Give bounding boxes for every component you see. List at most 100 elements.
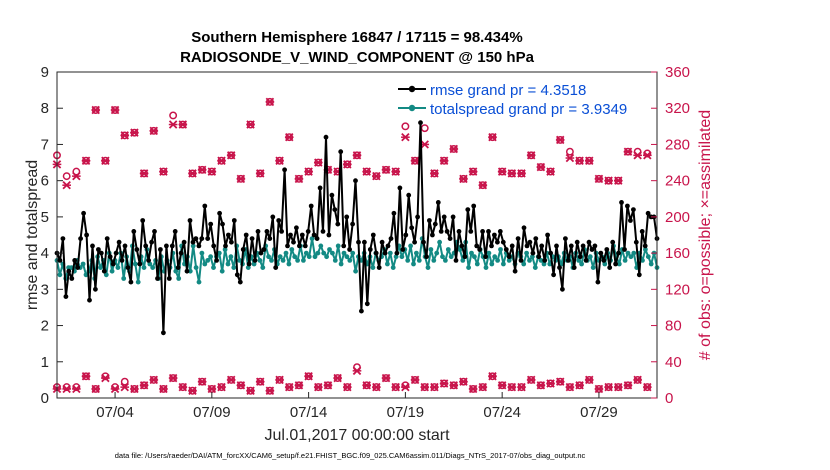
- obs-assimilated-point: [526, 151, 536, 160]
- totalspread-point: [440, 254, 445, 260]
- totalspread-point: [443, 258, 448, 263]
- obs-possible-point: [401, 381, 410, 390]
- obs-assimilated-point: [246, 386, 255, 395]
- obs-assimilated-point: [439, 379, 449, 388]
- totalspread-point: [306, 254, 312, 260]
- totalspread-point: [292, 254, 298, 260]
- y-tick-label-right: 0: [665, 390, 673, 407]
- obs-assimilated-point: [613, 176, 623, 185]
- rmse-point: [169, 243, 175, 249]
- totalspread-point: [385, 261, 390, 267]
- rmse-point: [93, 286, 98, 292]
- obs-assimilated-point: [217, 382, 226, 392]
- rmse-point: [267, 236, 273, 242]
- obs-assimilated-point: [149, 126, 159, 136]
- totalspread-point: [425, 265, 431, 270]
- totalspread-point: [196, 279, 202, 285]
- y-tick-label-right: 360: [665, 64, 690, 81]
- plot-area: [57, 72, 657, 398]
- obs-assimilated-point: [507, 169, 517, 178]
- y-tick-label: 9: [41, 64, 49, 81]
- obs-possible-point: [101, 372, 110, 381]
- rmse-point: [545, 232, 550, 238]
- obs-assimilated-point: [294, 174, 304, 184]
- obs-assimilated-point: [110, 384, 120, 394]
- obs-assimilated-point: [197, 377, 207, 386]
- obs-assimilated-point: [488, 132, 497, 142]
- totalspread-point: [219, 268, 225, 274]
- rmse-point: [412, 239, 417, 245]
- obs-assimilated-point: [555, 377, 565, 386]
- obs-possible-point: [72, 383, 81, 392]
- rmse-point: [432, 221, 438, 227]
- rmse-point: [146, 258, 152, 263]
- obs-assimilated-point: [517, 382, 526, 392]
- totalspread-point: [506, 258, 512, 263]
- rmse-point: [382, 250, 388, 256]
- obs-assimilated-point: [478, 180, 488, 190]
- totalspread-point: [541, 261, 547, 267]
- y-tick-label-right: 40: [665, 354, 682, 371]
- obs-assimilated-point: [275, 156, 284, 165]
- obs-assimilated-point: [168, 120, 178, 129]
- rmse-point: [450, 214, 456, 220]
- rmse-point: [373, 250, 379, 256]
- rmse-point: [104, 236, 110, 242]
- rmse-point: [415, 214, 420, 220]
- rmse-point: [367, 247, 373, 252]
- rmse-point: [424, 254, 429, 260]
- obs-assimilated-point: [468, 384, 478, 394]
- rmse-point: [344, 214, 350, 220]
- rmse-point: [568, 243, 574, 249]
- totalspread-point: [121, 276, 127, 281]
- rmse-point: [583, 258, 589, 263]
- rmse-point: [90, 243, 95, 249]
- y-tick-label-right: 120: [665, 281, 690, 298]
- rmse-point: [595, 279, 601, 285]
- obs-assimilated-point: [497, 381, 507, 390]
- totalspread-point: [269, 258, 274, 263]
- rmse-point: [72, 258, 78, 263]
- rmse-point: [69, 276, 75, 281]
- rmse-point: [155, 276, 160, 281]
- totalspread-point: [257, 258, 263, 263]
- rmse-point: [308, 203, 314, 209]
- obs-assimilated-point: [159, 167, 168, 176]
- totalspread-point: [434, 250, 440, 256]
- totalspread-point: [57, 272, 63, 278]
- legend: rmse grand pr = 4.3518 totalspread grand…: [398, 82, 627, 118]
- obs-assimilated-point: [110, 105, 120, 115]
- rmse-point: [107, 254, 113, 260]
- rmse-point: [143, 243, 149, 249]
- footnote: data file: /Users/raeder/DAI/ATM_forcXX/…: [115, 451, 586, 460]
- rmse-point: [477, 247, 483, 252]
- rmse-point: [119, 258, 125, 263]
- totalspread-point: [393, 254, 399, 260]
- obs-assimilated-point: [623, 147, 633, 156]
- rmse-point: [335, 221, 341, 227]
- totalspread-point: [295, 258, 300, 263]
- rmse-point: [252, 258, 258, 263]
- totalspread-point: [457, 247, 463, 252]
- legend-label-totalspread: totalspread grand pr = 3.9349: [430, 101, 627, 118]
- rmse-point: [462, 254, 468, 260]
- totalspread-point: [527, 258, 532, 263]
- obs-assimilated-point: [62, 384, 71, 394]
- obs-assimilated-point: [284, 382, 294, 392]
- rmse-point: [220, 221, 225, 227]
- obs-assimilated-point: [643, 151, 652, 160]
- x-tick-label: 07/09: [193, 404, 231, 421]
- totalspread-point: [150, 265, 156, 270]
- obs-assimilated-point: [594, 174, 604, 184]
- totalspread-point: [173, 268, 179, 274]
- obs-assimilated-point: [265, 97, 275, 107]
- rmse-point: [184, 268, 190, 274]
- rmse-point: [619, 200, 624, 205]
- obs-possible-point: [169, 111, 178, 120]
- rmse-point: [486, 229, 491, 234]
- rmse-point: [557, 265, 562, 270]
- rmse-point: [625, 203, 630, 209]
- obs-assimilated-point: [178, 382, 188, 392]
- y-tick-label: 4: [41, 245, 49, 262]
- rmse-point: [226, 232, 231, 238]
